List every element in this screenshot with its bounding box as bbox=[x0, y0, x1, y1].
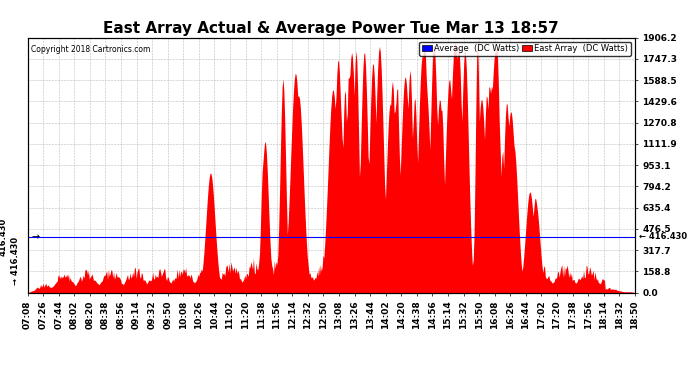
Legend: Average  (DC Watts), East Array  (DC Watts): Average (DC Watts), East Array (DC Watts… bbox=[419, 42, 631, 56]
Text: ← 416.430: ← 416.430 bbox=[639, 232, 687, 241]
Text: 416.430: 416.430 bbox=[0, 217, 7, 256]
Title: East Array Actual & Average Power Tue Mar 13 18:57: East Array Actual & Average Power Tue Ma… bbox=[104, 21, 559, 36]
Text: Copyright 2018 Cartronics.com: Copyright 2018 Cartronics.com bbox=[30, 45, 150, 54]
Text: → 416.430: → 416.430 bbox=[11, 237, 20, 285]
Text: →: → bbox=[32, 232, 40, 242]
